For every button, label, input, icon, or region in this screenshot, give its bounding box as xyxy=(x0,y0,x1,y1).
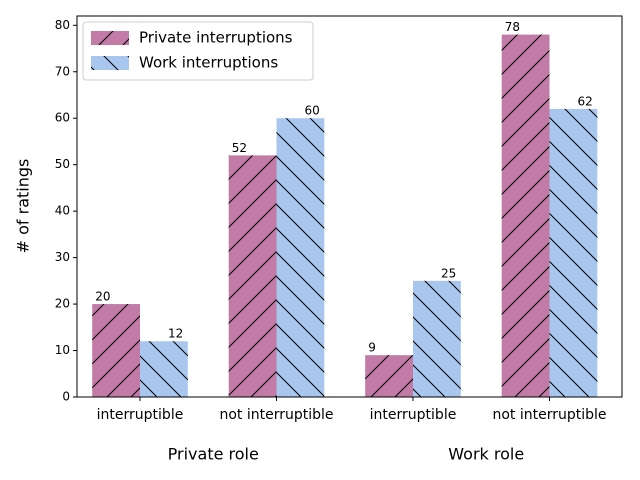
x-tick-label: interruptible xyxy=(370,407,457,423)
legend-box xyxy=(82,21,314,81)
bar-hatch xyxy=(276,118,325,397)
y-tick-label: 20 xyxy=(55,297,70,311)
data-label: 25 xyxy=(441,266,456,280)
bar-hatch xyxy=(140,341,188,397)
legend-label: Private interruptions xyxy=(139,29,293,47)
legend-label: Work interruptions xyxy=(139,54,278,72)
y-axis-label: # of ratings xyxy=(14,159,33,254)
data-label: 20 xyxy=(95,290,110,304)
data-label: 12 xyxy=(168,327,183,341)
group-label: Work role xyxy=(448,445,524,464)
legend-swatch-hatch xyxy=(91,56,129,70)
bar-hatch xyxy=(549,108,598,398)
y-tick-label: 80 xyxy=(55,18,70,32)
plot-frame xyxy=(76,15,623,398)
x-tick-label: interruptible xyxy=(97,407,184,423)
y-tick-label: 30 xyxy=(55,250,70,264)
data-label: 60 xyxy=(305,104,320,118)
group-label: Private role xyxy=(168,445,259,464)
y-tick-label: 40 xyxy=(55,204,70,218)
bar-hatch xyxy=(92,304,140,397)
bar-hatch xyxy=(413,280,461,397)
y-tick-label: 70 xyxy=(55,64,70,78)
y-tick-label: 0 xyxy=(62,390,70,404)
data-label: 78 xyxy=(505,20,520,34)
bar-hatch xyxy=(501,34,550,398)
y-tick-label: 60 xyxy=(55,111,70,125)
bar-hatch xyxy=(365,355,413,397)
bar-hatch xyxy=(228,155,277,397)
y-tick-label: 50 xyxy=(55,157,70,171)
data-label: 52 xyxy=(232,141,247,155)
x-tick-label: not interruptible xyxy=(492,407,606,423)
y-tick-label: 10 xyxy=(55,343,70,357)
x-tick-label: not interruptible xyxy=(219,407,333,423)
data-label: 62 xyxy=(578,94,593,108)
legend-swatch-hatch xyxy=(91,31,129,45)
data-label: 9 xyxy=(368,341,376,355)
